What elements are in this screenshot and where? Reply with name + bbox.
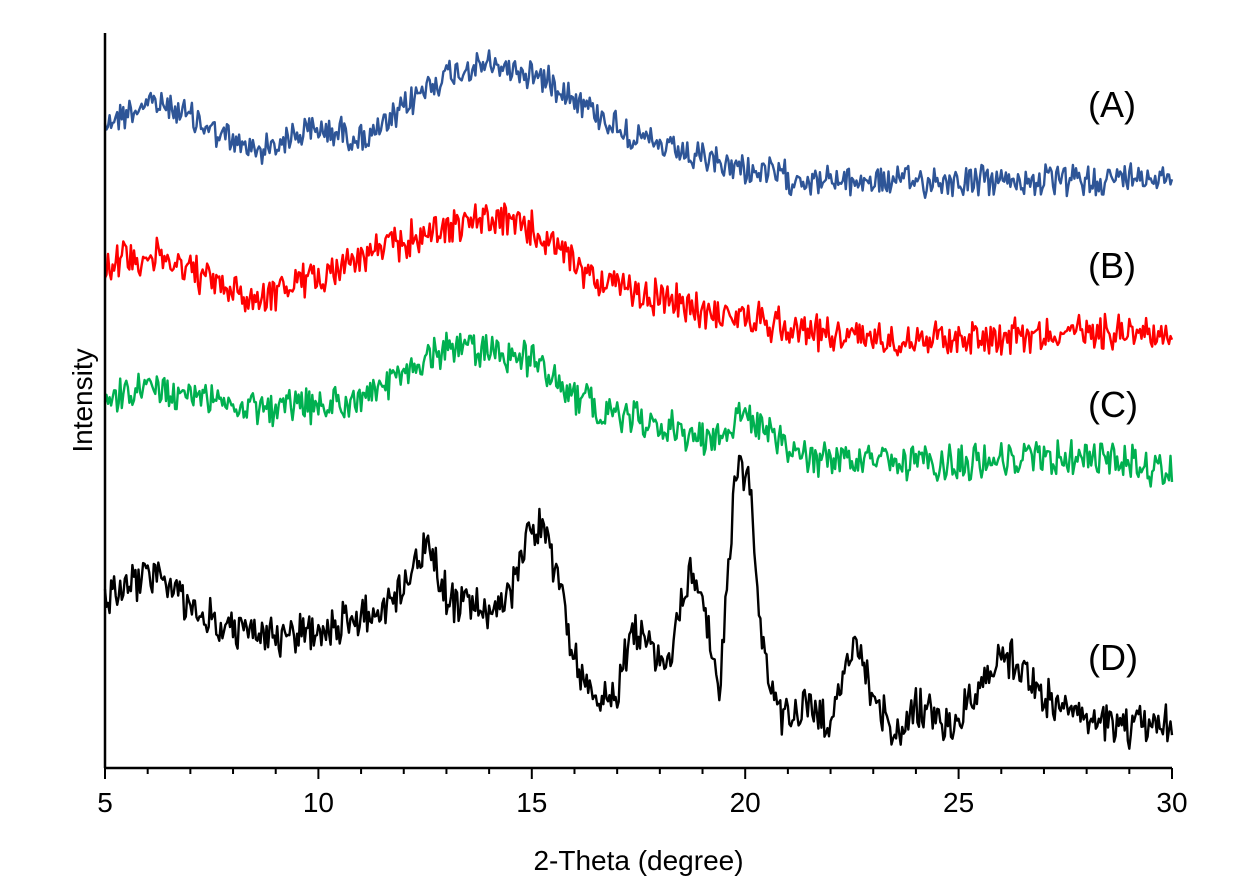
x-tick-label: 10	[303, 787, 334, 818]
series-line-c	[103, 331, 1174, 488]
x-axis-label: 2-Theta (degree)	[533, 845, 743, 876]
plot-area	[103, 49, 1174, 750]
series-label-c: (C)	[1088, 384, 1138, 425]
series-labels: (A) (B) (C) (D)	[1088, 84, 1138, 678]
x-tick-label: 30	[1156, 787, 1187, 818]
series-line-b	[103, 202, 1174, 357]
x-tick-label: 5	[97, 787, 113, 818]
series-line-a	[103, 49, 1174, 199]
x-tick-label: 20	[730, 787, 761, 818]
series-line-d	[103, 454, 1174, 750]
series-label-b: (B)	[1088, 245, 1136, 286]
series-label-a: (A)	[1088, 84, 1136, 125]
x-tick-label: 15	[516, 787, 547, 818]
x-axis-ticks: 5 10 15 20 25 30	[97, 768, 1188, 818]
x-tick-label: 25	[943, 787, 974, 818]
y-axis-label: Intensity	[67, 348, 98, 452]
series-label-d: (D)	[1088, 637, 1138, 678]
axes: 5 10 15 20 25 30	[97, 33, 1188, 818]
